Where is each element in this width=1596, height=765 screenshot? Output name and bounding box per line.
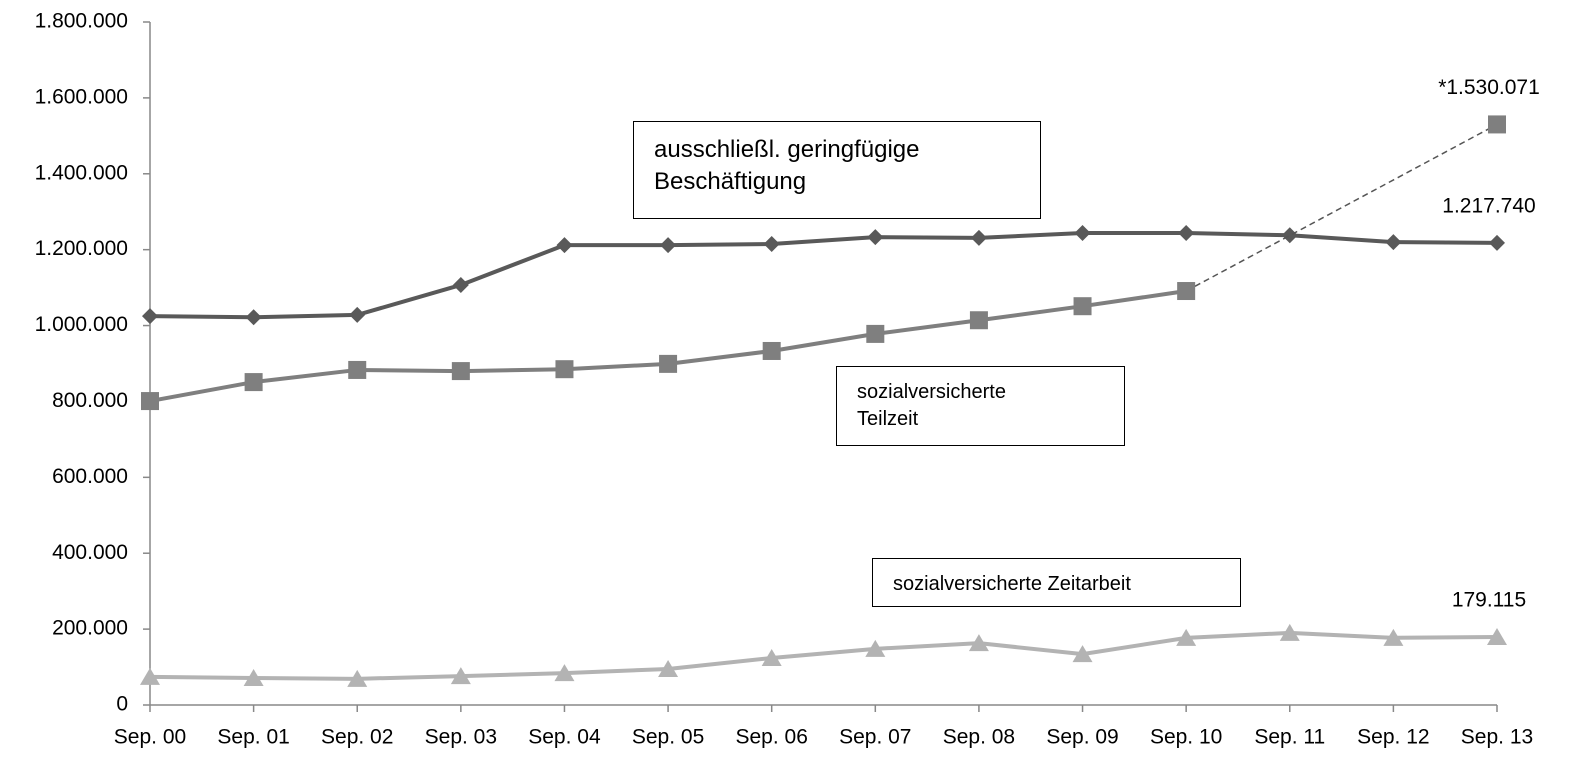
marker <box>969 311 988 330</box>
marker <box>140 667 160 685</box>
x-tick-label: Sep. 02 <box>321 726 393 749</box>
marker <box>245 309 262 326</box>
marker <box>1176 628 1197 646</box>
marker <box>348 360 367 379</box>
marker <box>866 324 885 343</box>
marker <box>1072 645 1093 663</box>
marker <box>1489 234 1505 251</box>
y-tick-label: 0 <box>116 693 128 716</box>
marker <box>1383 628 1404 646</box>
marker <box>660 237 677 254</box>
x-tick-label: Sep. 06 <box>735 726 807 749</box>
marker <box>1385 234 1402 251</box>
marker <box>865 639 886 657</box>
marker <box>761 648 782 666</box>
x-tick-label: Sep. 05 <box>632 726 704 749</box>
marker <box>452 276 469 293</box>
marker <box>244 373 263 392</box>
marker <box>349 306 366 323</box>
marker <box>968 634 989 652</box>
marker <box>970 229 987 246</box>
x-tick-label: Sep. 12 <box>1357 726 1429 749</box>
marker <box>243 669 264 687</box>
value-label: 179.115 <box>1452 589 1526 612</box>
value-label: *1.530.071 <box>1438 76 1540 99</box>
marker <box>347 669 368 687</box>
marker <box>141 392 159 411</box>
marker <box>762 341 781 360</box>
y-tick-label: 1.000.000 <box>35 313 128 336</box>
x-tick-label: Sep. 03 <box>425 726 497 749</box>
marker <box>1281 227 1298 244</box>
x-tick-label: Sep. 00 <box>114 726 186 749</box>
marker <box>1178 224 1195 241</box>
value-label: 1.217.740 <box>1442 194 1535 217</box>
marker <box>658 659 679 677</box>
marker <box>1177 282 1196 301</box>
x-tick-label: Sep. 11 <box>1254 726 1325 749</box>
series-line <box>149 230 1498 320</box>
marker <box>555 360 574 379</box>
marker <box>1074 224 1091 241</box>
x-tick-label: Sep. 04 <box>528 726 601 749</box>
marker <box>554 664 575 682</box>
marker <box>1488 115 1506 134</box>
gap-connector <box>1185 123 1498 292</box>
y-tick-label: 1.400.000 <box>35 161 128 184</box>
marker <box>659 354 678 373</box>
marker <box>142 308 158 325</box>
series-label-box: sozialversicherte Teilzeit <box>836 366 1125 446</box>
marker <box>1073 297 1092 316</box>
y-tick-label: 800.000 <box>52 389 128 412</box>
x-tick-label: Sep. 10 <box>1150 726 1222 749</box>
marker <box>556 237 573 254</box>
series-label-box: sozialversicherte Zeitarbeit <box>872 558 1241 607</box>
series-label-box: ausschließl. geringfügige Beschäftigung <box>633 121 1041 219</box>
y-tick-label: 1.200.000 <box>35 237 128 260</box>
marker <box>763 235 780 252</box>
x-tick-label: Sep. 13 <box>1461 726 1533 749</box>
y-tick-label: 600.000 <box>52 465 128 488</box>
y-tick-label: 1.800.000 <box>35 10 128 33</box>
series-line <box>149 630 1498 681</box>
marker <box>867 229 884 246</box>
marker <box>1487 628 1507 646</box>
x-tick-label: Sep. 09 <box>1046 726 1118 749</box>
marker <box>1279 623 1300 641</box>
x-tick-label: Sep. 01 <box>217 726 289 749</box>
marker <box>450 667 471 685</box>
x-tick-label: Sep. 08 <box>943 726 1015 749</box>
y-tick-label: 400.000 <box>52 541 128 564</box>
y-tick-label: 1.600.000 <box>35 85 128 108</box>
marker <box>451 362 470 381</box>
x-tick-label: Sep. 07 <box>839 726 911 749</box>
y-tick-label: 200.000 <box>52 617 128 640</box>
